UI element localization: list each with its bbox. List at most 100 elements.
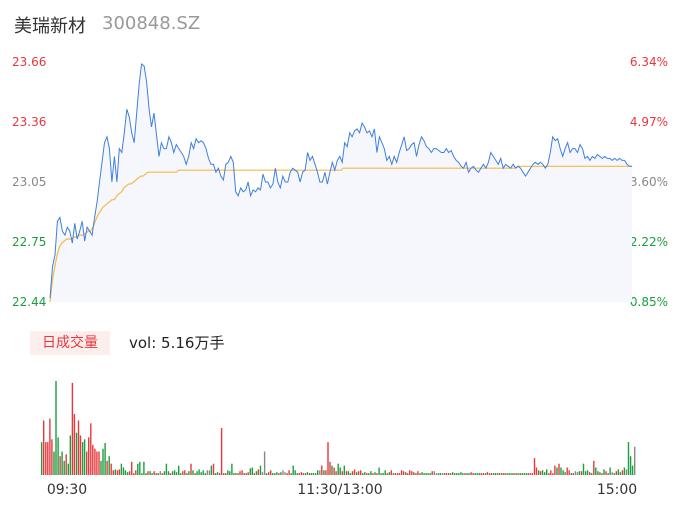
volume-bar	[470, 472, 472, 475]
volume-bar	[190, 463, 192, 475]
volume-bar	[55, 381, 57, 475]
volume-bar	[81, 442, 84, 475]
volume-bar	[139, 461, 141, 475]
volume-bar	[182, 471, 184, 475]
volume-bar	[454, 473, 456, 475]
volume-bar	[629, 456, 632, 475]
volume-bar	[378, 467, 380, 475]
volume-bar	[317, 470, 319, 475]
volume-bar	[578, 471, 581, 475]
y-left-tick: 23.05	[12, 175, 46, 189]
volume-bar	[243, 473, 245, 475]
volume-bar	[124, 470, 127, 475]
volume-bar	[527, 473, 529, 475]
volume-bar	[580, 471, 583, 475]
volume-bar	[249, 468, 251, 475]
volume-bar	[413, 472, 415, 475]
volume-bar	[362, 473, 364, 475]
volume-bar	[286, 473, 288, 475]
volume-bar	[112, 470, 114, 475]
volume-bar	[149, 471, 151, 475]
volume-bar	[484, 473, 487, 475]
volume-bar	[443, 473, 446, 475]
volume-bar	[466, 473, 468, 475]
volume-bar	[192, 470, 194, 475]
volume-bar	[421, 472, 423, 475]
volume-bar	[384, 470, 386, 475]
volume-bar	[90, 423, 92, 475]
volume-bar	[566, 467, 568, 475]
volume-bar	[521, 473, 523, 475]
volume-bar	[49, 418, 51, 475]
volume-bar	[492, 473, 495, 475]
volume-bar	[319, 470, 321, 475]
volume-bar	[245, 473, 247, 475]
volume-bar	[425, 473, 427, 475]
volume-bar	[96, 451, 98, 475]
volume-bar	[374, 472, 376, 475]
volume-bar	[349, 473, 352, 475]
volume-bar	[623, 467, 626, 475]
volume-bar	[572, 473, 574, 475]
volume-bar	[327, 442, 329, 475]
volume-bar	[151, 473, 153, 475]
volume-bar	[308, 473, 311, 475]
volume-bars	[41, 381, 636, 475]
volume-bar	[582, 463, 585, 475]
volume-bar	[69, 435, 71, 475]
volume-bar	[419, 473, 421, 475]
volume-bar	[501, 473, 503, 475]
volume-bar	[194, 473, 196, 475]
volume-bar	[261, 472, 264, 475]
volume-tab[interactable]: 日成交量	[30, 331, 110, 355]
volume-bar	[59, 456, 61, 475]
volume-bar	[333, 467, 335, 475]
volume-bar	[541, 470, 544, 475]
volume-bar	[544, 472, 546, 475]
volume-bar	[239, 471, 241, 475]
volume-bar	[472, 473, 474, 475]
volume-bar	[468, 473, 470, 475]
volume-bar	[343, 465, 345, 475]
volume-bar	[382, 473, 384, 475]
volume-bar	[601, 473, 603, 475]
volume-bar	[188, 471, 190, 475]
volume-bar	[556, 467, 558, 475]
volume-bar	[370, 471, 372, 475]
volume-bar	[525, 473, 527, 475]
stock-name: 美瑞新材	[14, 16, 86, 37]
volume-bar	[539, 471, 542, 475]
volume-bar	[200, 472, 202, 475]
volume-bar	[94, 448, 96, 475]
volume-bar	[79, 435, 82, 475]
volume-bar	[503, 473, 505, 475]
volume-bar	[486, 472, 489, 475]
volume-bar	[229, 471, 231, 475]
price-line	[49, 63, 632, 299]
volume-bar	[75, 432, 78, 475]
volume-bar	[141, 473, 143, 475]
y-right-tick: 4.97%	[630, 115, 668, 129]
volume-bar	[407, 473, 409, 475]
y-left-tick: 23.36	[12, 115, 46, 129]
volume-bar	[435, 473, 437, 475]
volume-bar	[171, 471, 174, 475]
volume-bar	[562, 470, 564, 475]
volume-bar	[102, 448, 104, 475]
volume-bar	[57, 437, 59, 475]
volume-bar	[433, 471, 435, 475]
volume-bar	[482, 473, 484, 475]
volume-bar	[167, 471, 170, 475]
volume-bar	[298, 473, 300, 475]
volume-bar	[321, 465, 323, 475]
volume-bar	[315, 473, 317, 475]
volume-bar	[476, 473, 478, 475]
volume-bar	[61, 451, 63, 475]
volume-bar	[631, 465, 634, 475]
volume-bar	[609, 467, 611, 475]
volume-bar	[613, 473, 615, 475]
volume-bar	[135, 470, 137, 475]
volume-bar	[627, 442, 630, 475]
volume-bar	[505, 473, 507, 475]
volume-bar	[202, 470, 204, 475]
